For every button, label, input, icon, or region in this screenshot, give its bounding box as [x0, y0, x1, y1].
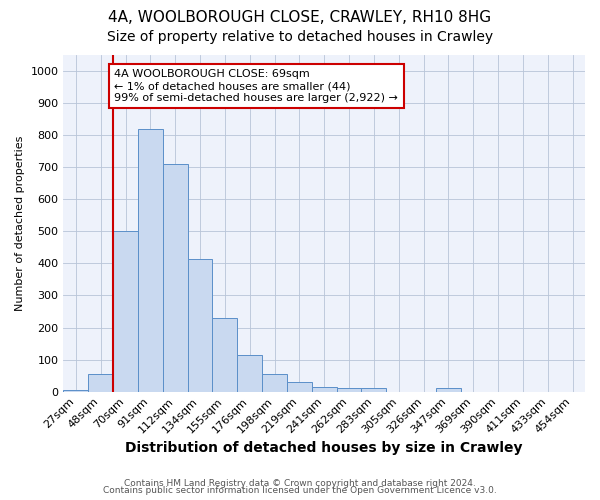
X-axis label: Distribution of detached houses by size in Crawley: Distribution of detached houses by size … — [125, 441, 523, 455]
Text: 4A, WOOLBOROUGH CLOSE, CRAWLEY, RH10 8HG: 4A, WOOLBOROUGH CLOSE, CRAWLEY, RH10 8HG — [109, 10, 491, 25]
Bar — [113, 232, 138, 392]
Text: Size of property relative to detached houses in Crawley: Size of property relative to detached ho… — [107, 30, 493, 44]
Bar — [262, 374, 287, 392]
Bar — [237, 355, 262, 392]
Bar — [287, 382, 312, 392]
Bar — [163, 164, 188, 392]
Text: Contains public sector information licensed under the Open Government Licence v3: Contains public sector information licen… — [103, 486, 497, 495]
Bar — [188, 258, 212, 392]
Bar — [312, 387, 337, 392]
Bar — [361, 388, 386, 392]
Y-axis label: Number of detached properties: Number of detached properties — [15, 136, 25, 311]
Text: Contains HM Land Registry data © Crown copyright and database right 2024.: Contains HM Land Registry data © Crown c… — [124, 478, 476, 488]
Bar — [212, 318, 237, 392]
Bar — [88, 374, 113, 392]
Bar — [436, 388, 461, 392]
Bar — [138, 129, 163, 392]
Bar — [337, 388, 361, 392]
Text: 4A WOOLBOROUGH CLOSE: 69sqm
← 1% of detached houses are smaller (44)
99% of semi: 4A WOOLBOROUGH CLOSE: 69sqm ← 1% of deta… — [115, 70, 398, 102]
Bar — [64, 390, 88, 392]
